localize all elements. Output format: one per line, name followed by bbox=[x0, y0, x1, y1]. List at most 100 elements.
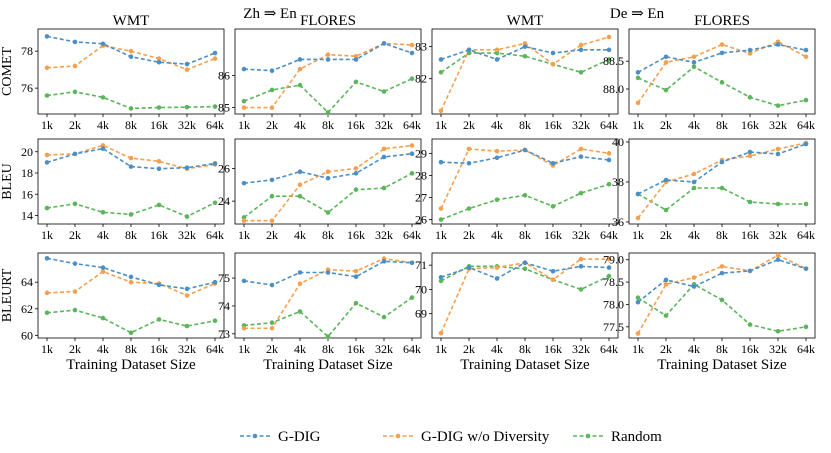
data-point-g-dig-w-o-diversity bbox=[635, 331, 641, 336]
data-point-g-dig-w-o-diversity bbox=[606, 256, 612, 262]
data-point-g-dig bbox=[550, 50, 556, 56]
data-point-random bbox=[128, 212, 134, 217]
data-point-random bbox=[72, 201, 78, 207]
x-tick-label: 32k bbox=[572, 228, 590, 242]
panel-frame bbox=[37, 28, 225, 115]
y-tick-label: 29 bbox=[415, 146, 427, 160]
x-tick-label: 8k bbox=[716, 228, 728, 242]
panel-1: FLORES 85 86 1k 2k 4k 8k 16k 32k 64k bbox=[218, 13, 422, 132]
data-point-random bbox=[522, 53, 528, 59]
x-tick-label: 8k bbox=[519, 228, 531, 242]
data-point-random bbox=[438, 70, 444, 75]
data-point-random bbox=[269, 87, 275, 93]
panel-title: WMT bbox=[113, 13, 150, 29]
data-point-g-dig bbox=[606, 157, 612, 163]
data-point-random bbox=[635, 295, 641, 301]
x-tick-label: 4k bbox=[688, 118, 700, 132]
x-tick-label: 32k bbox=[375, 342, 393, 356]
data-point-g-dig bbox=[438, 274, 444, 280]
panel-11: 77.5 78.0 78.5 79.0 1k 2k 4k 8k 16k 32k 64k Trainin… bbox=[603, 252, 816, 373]
data-point-g-dig-w-o-diversity bbox=[241, 325, 247, 331]
legend: G-DIG G-DIG w/o Diversity Random bbox=[240, 429, 662, 445]
data-point-random bbox=[438, 278, 444, 284]
data-point-g-dig bbox=[719, 50, 725, 56]
x-tick-label: 64k bbox=[206, 118, 224, 132]
data-point-g-dig bbox=[44, 160, 50, 165]
data-point-g-dig bbox=[297, 57, 303, 62]
x-tick-label: 16k bbox=[544, 342, 562, 356]
y-tick-label: 88.0 bbox=[603, 82, 624, 96]
legend-swatch-marker bbox=[395, 433, 401, 439]
data-point-g-dig bbox=[747, 47, 753, 53]
data-point-random bbox=[353, 187, 359, 192]
x-tick-label: 32k bbox=[178, 342, 196, 356]
data-point-g-dig bbox=[775, 42, 781, 47]
data-point-random bbox=[663, 313, 669, 318]
x-tick-label: 32k bbox=[178, 228, 196, 242]
data-point-random bbox=[522, 192, 528, 198]
data-point-g-dig bbox=[663, 277, 669, 283]
data-point-g-dig-w-o-diversity bbox=[438, 108, 444, 114]
x-tick-label: 32k bbox=[178, 118, 196, 132]
data-point-random bbox=[44, 310, 50, 316]
data-point-g-dig bbox=[353, 57, 359, 62]
y-tick-label: 83 bbox=[415, 40, 427, 54]
data-point-random bbox=[100, 210, 106, 215]
data-point-g-dig bbox=[44, 34, 50, 39]
data-point-random bbox=[578, 287, 584, 292]
data-point-random bbox=[100, 95, 106, 100]
data-point-g-dig-w-o-diversity bbox=[44, 152, 50, 158]
data-point-random bbox=[803, 324, 809, 330]
x-tick-label: 4k bbox=[688, 342, 700, 356]
y-tick-label: 75 bbox=[218, 271, 230, 285]
data-point-g-dig bbox=[550, 160, 556, 166]
data-point-random bbox=[719, 297, 725, 303]
x-tick-label: 16k bbox=[544, 118, 562, 132]
x-tick-label: 1k bbox=[41, 228, 53, 242]
data-point-g-dig bbox=[241, 66, 247, 72]
data-point-g-dig bbox=[325, 270, 331, 275]
data-point-g-dig-w-o-diversity bbox=[578, 146, 584, 152]
x-tick-label: 32k bbox=[769, 118, 787, 132]
data-point-g-dig bbox=[353, 274, 359, 279]
data-point-g-dig-w-o-diversity bbox=[353, 166, 359, 171]
x-tick-label: 16k bbox=[347, 228, 365, 242]
data-point-g-dig bbox=[212, 50, 218, 56]
x-tick-label: 1k bbox=[435, 118, 447, 132]
data-point-random bbox=[409, 171, 415, 176]
data-point-g-dig bbox=[635, 191, 641, 197]
x-tick-label: 2k bbox=[69, 118, 81, 132]
x-tick-label: 2k bbox=[463, 118, 475, 132]
data-point-g-dig-w-o-diversity bbox=[44, 65, 50, 71]
y-tick-label: 14 bbox=[21, 209, 33, 223]
data-point-g-dig-w-o-diversity bbox=[494, 148, 500, 154]
x-axis-label: Training Dataset Size bbox=[263, 357, 393, 373]
data-point-random bbox=[212, 104, 218, 109]
data-point-random bbox=[466, 50, 472, 56]
panel-9: 73 74 75 1k 2k 4k 8k 16k 32k 64k Training Dataset … bbox=[218, 252, 422, 373]
legend-item-random: Random bbox=[573, 429, 662, 445]
data-point-g-dig bbox=[72, 261, 78, 266]
data-point-g-dig-w-o-diversity bbox=[606, 34, 612, 40]
data-point-g-dig-w-o-diversity bbox=[691, 275, 697, 280]
x-tick-label: 8k bbox=[519, 342, 531, 356]
data-point-g-dig-w-o-diversity bbox=[466, 146, 472, 152]
legend-label: G-DIG bbox=[278, 429, 321, 445]
data-point-random bbox=[44, 93, 50, 98]
x-tick-label: 64k bbox=[403, 118, 421, 132]
y-tick-label: 18 bbox=[21, 166, 33, 180]
data-point-random bbox=[241, 215, 247, 220]
x-tick-label: 16k bbox=[741, 342, 759, 356]
data-point-g-dig bbox=[184, 61, 190, 67]
data-point-g-dig-w-o-diversity bbox=[297, 66, 303, 72]
data-point-g-dig bbox=[775, 151, 781, 157]
y-tick-label: 36 bbox=[612, 215, 624, 229]
data-point-random bbox=[775, 201, 781, 207]
data-point-g-dig bbox=[409, 50, 415, 56]
data-point-g-dig bbox=[578, 154, 584, 159]
x-tick-label: 2k bbox=[266, 342, 278, 356]
x-tick-label: 32k bbox=[769, 228, 787, 242]
data-point-g-dig-w-o-diversity bbox=[409, 42, 415, 48]
panel-frame bbox=[234, 252, 422, 339]
data-point-g-dig-w-o-diversity bbox=[775, 252, 781, 258]
